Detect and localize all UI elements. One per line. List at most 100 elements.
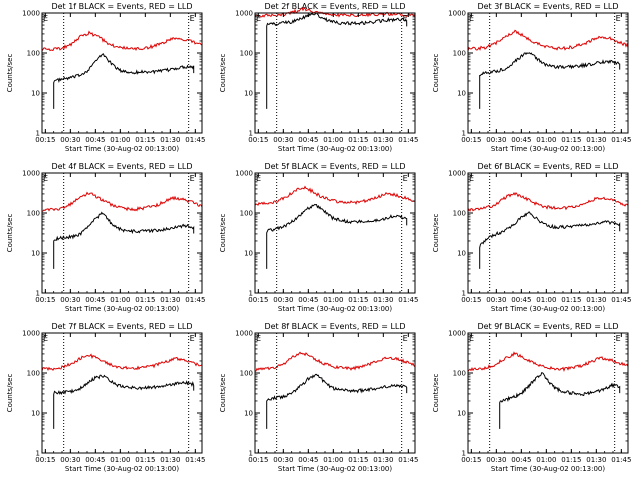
x-tick-label: 01:30 <box>586 296 606 304</box>
x-tick-label: 01:45 <box>185 456 205 464</box>
x-tick-label: 00:15 <box>35 136 55 144</box>
x-tick-label: 00:15 <box>35 296 55 304</box>
x-tick-label: 01:45 <box>611 296 631 304</box>
chart-title: Det 1f BLACK = Events, RED = LLD <box>51 2 192 11</box>
events-series-line <box>53 374 195 429</box>
x-tick-label: 01:15 <box>135 456 155 464</box>
y-tick-label: 1 <box>36 130 40 138</box>
x-tick-label: 01:00 <box>110 456 130 464</box>
chart-title: Det 8f BLACK = Events, RED = LLD <box>264 322 405 331</box>
events-series-line <box>479 52 621 109</box>
x-tick-label: 01:45 <box>398 456 418 464</box>
x-tick-label: 01:00 <box>323 296 343 304</box>
y-axis-label: Counts/sec <box>432 54 440 93</box>
x-tick-label: 01:15 <box>135 136 155 144</box>
y-tick-label: 100 <box>27 50 40 58</box>
x-tick-label: 01:00 <box>323 136 343 144</box>
plot-frame <box>467 12 629 134</box>
marker-label: E <box>256 334 261 343</box>
plot-frame <box>41 12 203 134</box>
x-tick-label: 00:15 <box>461 456 481 464</box>
x-axis-label: Start Time (30-Aug-02 00:13:00) <box>65 465 179 473</box>
y-tick-label: 100 <box>27 210 40 218</box>
marker-label: E <box>43 174 48 183</box>
y-axis-label: Counts/sec <box>6 54 14 93</box>
marker-label: E <box>43 334 48 343</box>
y-tick-label: 1000 <box>22 10 40 18</box>
y-tick-label: 10 <box>244 410 253 418</box>
y-tick-label: 100 <box>453 50 466 58</box>
x-tick-label: 00:45 <box>298 136 318 144</box>
x-tick-label: 01:30 <box>373 296 393 304</box>
y-tick-label: 1 <box>462 290 466 298</box>
plot-frame <box>41 332 203 454</box>
y-axis-label: Counts/sec <box>219 214 227 253</box>
x-tick-label: 00:30 <box>60 456 80 464</box>
x-tick-label: 01:15 <box>348 136 368 144</box>
y-tick-label: 1000 <box>448 10 466 18</box>
x-tick-label: 00:45 <box>85 456 105 464</box>
marker-label: E <box>403 334 408 343</box>
x-tick-label: 00:30 <box>60 136 80 144</box>
x-tick-label: 00:45 <box>298 456 318 464</box>
y-tick-label: 100 <box>453 210 466 218</box>
x-tick-label: 00:30 <box>273 456 293 464</box>
x-tick-label: 00:45 <box>511 296 531 304</box>
events-series-line <box>266 203 408 269</box>
x-tick-label: 01:00 <box>110 136 130 144</box>
x-tick-label: 00:30 <box>486 296 506 304</box>
x-tick-label: 00:30 <box>486 136 506 144</box>
marker-label: E <box>256 174 261 183</box>
events-series-line <box>479 211 621 269</box>
x-tick-label: 00:30 <box>60 296 80 304</box>
plot-frame <box>254 12 416 134</box>
x-axis-label: Start Time (30-Aug-02 00:13:00) <box>278 465 392 473</box>
x-tick-label: 01:15 <box>561 296 581 304</box>
marker-label: E <box>256 14 261 23</box>
x-axis-label: Start Time (30-Aug-02 00:13:00) <box>491 465 605 473</box>
x-tick-label: 01:30 <box>160 296 180 304</box>
lld-series-line <box>467 29 629 51</box>
y-tick-label: 100 <box>453 370 466 378</box>
x-axis-label: Start Time (30-Aug-02 00:13:00) <box>491 145 605 153</box>
events-series-line <box>266 12 408 109</box>
marker-label: E <box>469 174 474 183</box>
x-tick-label: 01:45 <box>611 456 631 464</box>
x-tick-label: 00:30 <box>486 456 506 464</box>
marker-label: E <box>616 334 621 343</box>
plot-frame <box>467 332 629 454</box>
x-tick-label: 00:45 <box>298 296 318 304</box>
marker-label: E <box>469 14 474 23</box>
chart-title: Det 9f BLACK = Events, RED = LLD <box>477 322 618 331</box>
lld-series-line <box>467 351 629 373</box>
chart-title: Det 7f BLACK = Events, RED = LLD <box>51 322 192 331</box>
x-tick-label: 01:00 <box>323 456 343 464</box>
y-tick-label: 10 <box>244 250 253 258</box>
y-tick-label: 10 <box>244 90 253 98</box>
x-tick-label: 01:45 <box>185 136 205 144</box>
y-tick-label: 1000 <box>235 170 253 178</box>
x-tick-label: 01:30 <box>586 136 606 144</box>
x-tick-label: 00:15 <box>248 136 268 144</box>
y-tick-label: 1000 <box>235 10 253 18</box>
x-tick-label: 00:15 <box>248 456 268 464</box>
y-tick-label: 1000 <box>235 330 253 338</box>
x-tick-label: 00:45 <box>85 136 105 144</box>
y-tick-label: 1 <box>249 130 253 138</box>
x-tick-label: 01:00 <box>536 136 556 144</box>
lld-series-line <box>41 353 203 372</box>
x-tick-label: 01:30 <box>373 456 393 464</box>
x-tick-label: 01:45 <box>398 136 418 144</box>
plot-frame <box>467 172 629 294</box>
y-tick-label: 1000 <box>22 170 40 178</box>
y-tick-label: 1 <box>462 450 466 458</box>
y-tick-label: 1000 <box>448 170 466 178</box>
x-tick-label: 00:45 <box>511 136 531 144</box>
